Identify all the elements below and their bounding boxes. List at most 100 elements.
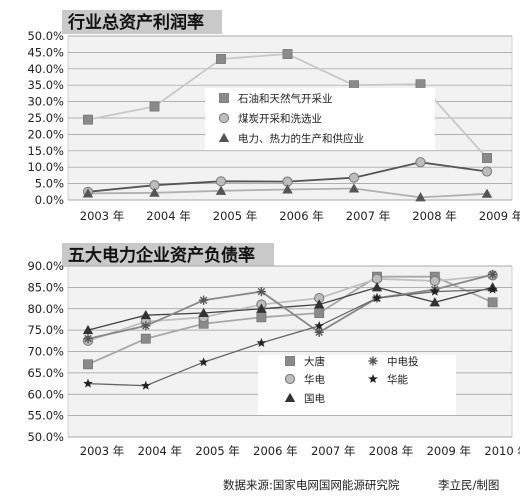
legend-marker	[368, 356, 378, 366]
data-point	[215, 176, 227, 187]
series-4	[87, 273, 493, 340]
legend-marker	[368, 374, 378, 383]
data-point	[215, 185, 227, 195]
y-tick-label: 15.0%	[27, 144, 64, 158]
series-3-markers	[82, 183, 493, 202]
data-point	[314, 327, 324, 337]
data-point	[149, 101, 160, 112]
x-tick-label: 2009 年	[479, 209, 520, 223]
legend-label: 中电投	[387, 355, 419, 368]
x-tick-label: 2008 年	[369, 444, 413, 458]
data-point	[348, 183, 360, 193]
data-point	[140, 309, 151, 320]
legend-marker	[219, 93, 229, 103]
data-point	[198, 307, 209, 318]
legend-label: 煤炭开采和洗选业	[238, 112, 322, 125]
y-tick-label: 65.0%	[27, 366, 64, 380]
series-5	[87, 288, 493, 387]
y-tick-label: 90.0%	[27, 259, 64, 273]
data-point	[83, 334, 93, 344]
y-tick-label: 85.0%	[27, 280, 64, 294]
data-point	[371, 273, 383, 284]
data-point	[371, 282, 383, 292]
legend-marker	[218, 112, 230, 124]
chart-title: 五大电力企业资产负债率	[68, 245, 255, 266]
series-1	[87, 275, 493, 366]
y-tick-label: 40.0%	[27, 62, 64, 76]
data-point	[140, 333, 151, 344]
x-tick-label: 2009 年	[427, 444, 471, 458]
data-point	[83, 114, 93, 125]
legend-label: 石油和天然气开采业	[238, 92, 333, 105]
legend-marker	[284, 373, 296, 385]
data-point	[83, 378, 93, 388]
data-point	[415, 157, 426, 168]
y-tick-label: 25.0%	[27, 111, 64, 125]
data-point	[256, 312, 267, 323]
data-point	[198, 357, 209, 367]
data-point	[482, 153, 492, 163]
y-tick-label: 10.0%	[27, 160, 64, 174]
data-point	[149, 187, 160, 197]
data-point	[372, 293, 382, 303]
series-5-markers	[83, 284, 498, 390]
data-point	[415, 192, 426, 202]
y-tick-label: 20.0%	[27, 127, 64, 141]
data-point	[487, 297, 498, 308]
data-point	[141, 321, 151, 331]
y-tick-label: 70.0%	[27, 345, 64, 359]
data-point	[82, 188, 94, 198]
x-tick-label: 2006 年	[279, 209, 323, 223]
x-tick-label: 2010 年	[484, 444, 520, 458]
x-tick-label: 2005 年	[213, 209, 257, 223]
y-tick-label: 50.0%	[27, 430, 64, 444]
y-tick-label: 45.0%	[27, 45, 64, 59]
data-point	[314, 320, 324, 330]
series-4-markers	[83, 269, 498, 344]
data-point	[487, 284, 498, 294]
series-3	[87, 286, 493, 331]
legend-label: 电力、热力的生产和供应业	[238, 132, 364, 145]
legend-label: 华能	[387, 373, 408, 386]
data-point	[314, 299, 325, 309]
legend-label: 华电	[304, 373, 325, 386]
data-point	[348, 172, 360, 183]
data-point	[415, 79, 426, 90]
x-tick-label: 2007 年	[346, 209, 390, 223]
data-point	[481, 188, 493, 198]
y-tick-label: 60.0%	[27, 387, 64, 401]
y-tick-label: 55.0%	[27, 409, 64, 423]
data-point	[430, 286, 440, 296]
x-tick-label: 2003 年	[80, 444, 124, 458]
legend-label: 国电	[304, 392, 325, 405]
data-point	[256, 303, 267, 313]
chart-title: 行业总资产利润率	[67, 12, 204, 33]
data-point	[83, 359, 93, 370]
y-tick-label: 35.0%	[27, 78, 64, 92]
x-tick-label: 2008 年	[412, 209, 456, 223]
chart-title-background	[62, 243, 274, 267]
credit-note: 李立民/制图	[438, 478, 499, 492]
data-point	[314, 308, 325, 318]
legend-marker	[218, 132, 230, 142]
series-line	[87, 288, 493, 387]
data-point	[282, 49, 293, 59]
x-tick-label: 2003 年	[80, 209, 124, 223]
data-point	[216, 54, 226, 64]
y-tick-label: 5.0%	[35, 177, 64, 191]
data-point	[488, 269, 498, 280]
legend-box	[205, 88, 435, 150]
x-tick-label: 2007 年	[311, 444, 355, 458]
footer: 数据来源:国家电网国网能源研究院 李立民/制图	[223, 478, 499, 492]
data-point	[82, 324, 94, 335]
x-tick-label: 2004 年	[146, 209, 190, 223]
series-line	[87, 286, 493, 331]
data-point	[256, 337, 267, 347]
chart-1: 行业总资产利润率 0.0% 5.0% 10.0% 15.0% 20.0% 25.0% 30.0…	[27, 10, 520, 223]
data-point	[481, 166, 493, 177]
y-tick-label: 30.0%	[27, 95, 64, 109]
source-note: 数据来源:国家电网国网能源研究院	[223, 478, 400, 492]
